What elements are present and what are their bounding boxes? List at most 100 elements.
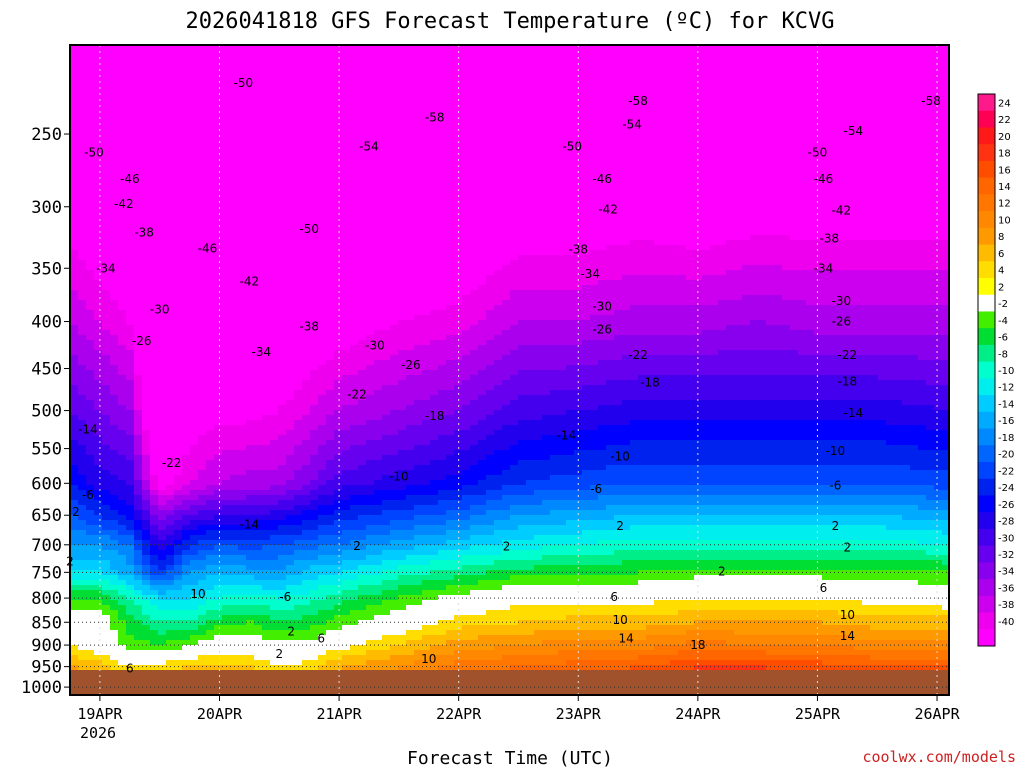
field-cell [126, 510, 135, 516]
field-cell [302, 315, 311, 321]
field-cell [86, 240, 95, 246]
field-cell [118, 230, 127, 236]
field-cell [150, 565, 159, 571]
field-cell [214, 410, 223, 416]
field-cell [350, 160, 359, 166]
field-cell [142, 285, 151, 291]
field-cell [262, 335, 271, 341]
field-cell [222, 195, 231, 201]
field-cell [310, 400, 319, 406]
field-cell [94, 625, 103, 631]
field-cell [326, 200, 335, 206]
field-cell [94, 315, 103, 321]
field-cell [326, 465, 335, 471]
field-cell [174, 240, 183, 246]
field-cell [190, 215, 199, 221]
field-cell [270, 185, 279, 191]
field-cell [358, 445, 367, 451]
field-cell [358, 105, 367, 111]
field-cell [358, 430, 367, 436]
field-cell [342, 605, 351, 611]
field-cell [198, 415, 207, 421]
field-cell [182, 650, 191, 656]
field-cell [342, 665, 351, 671]
field-cell [86, 235, 95, 241]
field-cell [182, 510, 191, 516]
field-cell [238, 255, 247, 261]
field-cell [246, 615, 255, 621]
field-cell [286, 565, 295, 571]
field-cell [254, 435, 263, 441]
field-cell [302, 650, 311, 656]
field-cell [294, 155, 303, 161]
field-cell [126, 575, 135, 581]
field-cell [134, 260, 143, 266]
field-cell [286, 600, 295, 606]
field-cell [366, 260, 375, 266]
field-cell [102, 405, 111, 411]
field-cell [350, 455, 359, 461]
field-cell [206, 545, 215, 551]
field-cell [150, 390, 159, 396]
field-cell [78, 265, 87, 271]
field-cell [350, 505, 359, 511]
field-cell [294, 140, 303, 146]
field-cell [366, 115, 375, 121]
field-cell [158, 335, 167, 341]
field-cell [238, 315, 247, 321]
field-cell [150, 515, 159, 521]
field-cell [78, 425, 87, 431]
field-cell [134, 495, 143, 501]
field-cell [246, 430, 255, 436]
field-cell [134, 555, 143, 561]
field-cell [342, 300, 351, 306]
field-cell [94, 475, 103, 481]
field-cell [158, 565, 167, 571]
field-cell [334, 600, 343, 606]
field-cell [342, 120, 351, 126]
field-cell [286, 355, 295, 361]
field-cell [150, 395, 159, 401]
field-cell [358, 350, 367, 356]
field-cell [246, 510, 255, 516]
field-cell [270, 425, 279, 431]
field-cell [350, 545, 359, 551]
field-cell [150, 210, 159, 216]
field-cell [294, 50, 303, 56]
field-cell [158, 305, 167, 311]
field-cell [86, 155, 95, 161]
field-cell [118, 235, 127, 241]
field-cell [358, 605, 367, 611]
field-cell [142, 655, 151, 661]
field-cell [206, 290, 215, 296]
field-cell [358, 490, 367, 496]
field-cell [342, 100, 351, 106]
field-cell [222, 165, 231, 171]
field-cell [350, 90, 359, 96]
field-cell [142, 385, 151, 391]
field-cell [206, 400, 215, 406]
field-cell [358, 460, 367, 466]
field-cell [142, 275, 151, 281]
field-cell [78, 565, 87, 571]
field-cell [142, 120, 151, 126]
field-cell [182, 165, 191, 171]
field-cell [78, 455, 87, 461]
field-cell [350, 195, 359, 201]
field-cell [222, 445, 231, 451]
field-cell [294, 325, 303, 331]
field-cell [102, 210, 111, 216]
field-cell [222, 180, 231, 186]
field-cell [198, 390, 207, 396]
field-cell [230, 630, 239, 636]
field-cell [158, 275, 167, 281]
field-cell [190, 420, 199, 426]
field-cell [206, 220, 215, 226]
field-cell [78, 620, 87, 626]
field-cell [278, 325, 287, 331]
field-cell [198, 90, 207, 96]
field-cell [334, 350, 343, 356]
field-cell [150, 555, 159, 561]
field-cell [286, 350, 295, 356]
field-cell [126, 340, 135, 346]
